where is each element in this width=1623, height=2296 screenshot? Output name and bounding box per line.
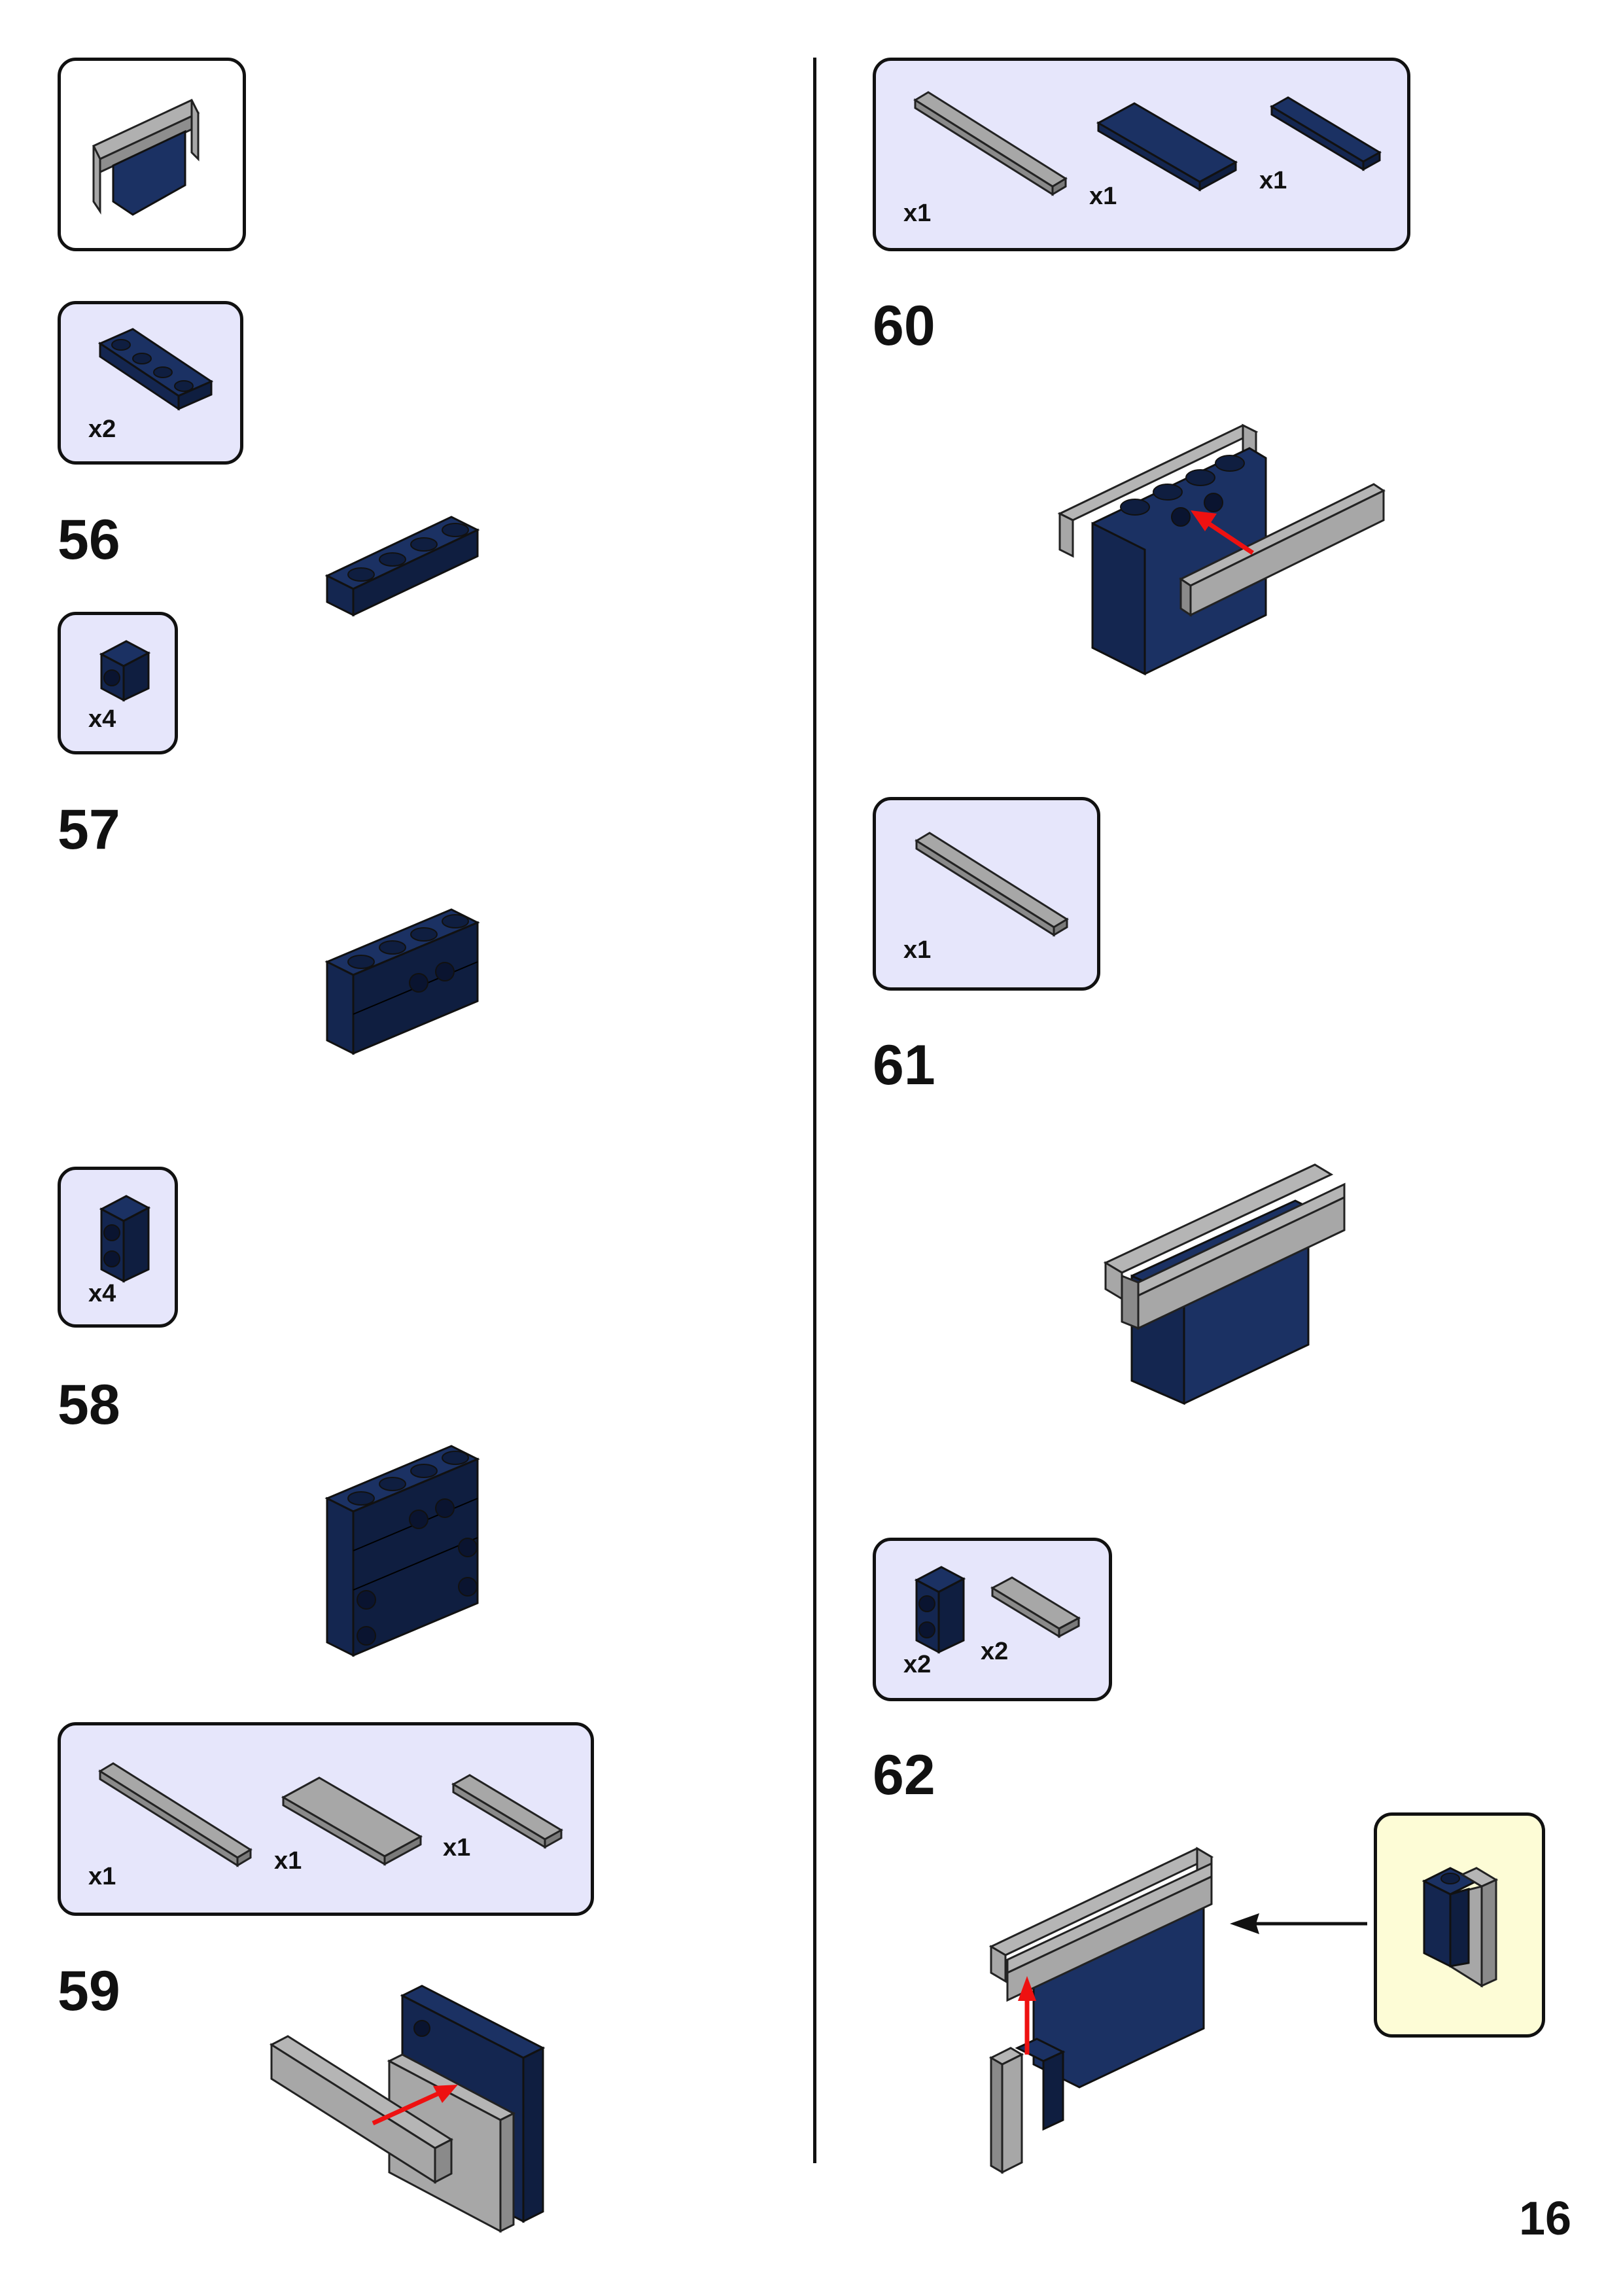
subassembly-preview-box [58,58,246,251]
brick-icon [914,1566,1081,1654]
red-arrow-icon [433,2085,458,2103]
quantity-label: x1 [903,936,932,964]
quantity-label: x1 [903,200,932,227]
step-62-model [988,1846,1214,2174]
parts-callout-step-62: x2 x2 [873,1538,1112,1701]
quantity-label: x1 [1259,167,1287,194]
step-58-model [324,1445,480,1657]
parts-callout-step-60: x1 x1 x1 [873,58,1410,251]
quantity-label: x4 [88,705,116,733]
parts-callout-1x1-brick: x4 [58,612,178,754]
step-number: 60 [873,294,935,357]
step-number: 57 [58,798,120,861]
page-number: 16 [1519,2193,1572,2245]
step-number: 58 [58,1373,120,1436]
plate-icon [97,328,214,411]
parts-callout-gray-tiles: x1 x1 x1 [58,1722,594,1916]
parts-callout-1x4-plate: x2 [58,301,243,465]
brick-icon [1422,1867,1499,1988]
black-arrow-icon [1230,1913,1367,1934]
brick-icon [99,1195,151,1283]
quantity-label: x1 [88,1863,116,1890]
step-59-model [269,1985,546,2233]
step-60-model [1057,423,1386,676]
brick-icon [99,640,151,702]
quantity-label: x2 [981,1638,1009,1665]
step-61-model [1103,1163,1346,1405]
parts-callout-step-61: x1 [873,797,1100,991]
quantity-label: x2 [88,415,116,443]
step-number: 56 [58,508,120,571]
quantity-label: x1 [443,1834,471,1862]
tile-icon [915,832,1069,937]
red-arrow-icon [1191,510,1217,531]
column-divider [813,58,816,2163]
step-number: 59 [58,1960,120,2022]
tile-icon [98,1762,563,1867]
parts-callout-1x1x2-brick: x4 [58,1167,178,1328]
tile-icon [913,91,1382,196]
red-arrow-icon [372,2088,446,2126]
red-arrow-icon [1018,1976,1036,2001]
quantity-label: x4 [88,1280,116,1307]
step-number: 62 [873,1744,935,1807]
step-number: 61 [873,1034,935,1097]
step-56-model [324,516,480,617]
subassembly-icon [92,99,200,216]
red-arrow-icon [1202,518,1254,555]
step-57-model [324,908,480,1055]
quantity-label: x1 [274,1847,302,1875]
quantity-label: x2 [903,1651,932,1678]
subassembly-callout-box [1374,1812,1545,2038]
quantity-label: x1 [1089,183,1117,210]
